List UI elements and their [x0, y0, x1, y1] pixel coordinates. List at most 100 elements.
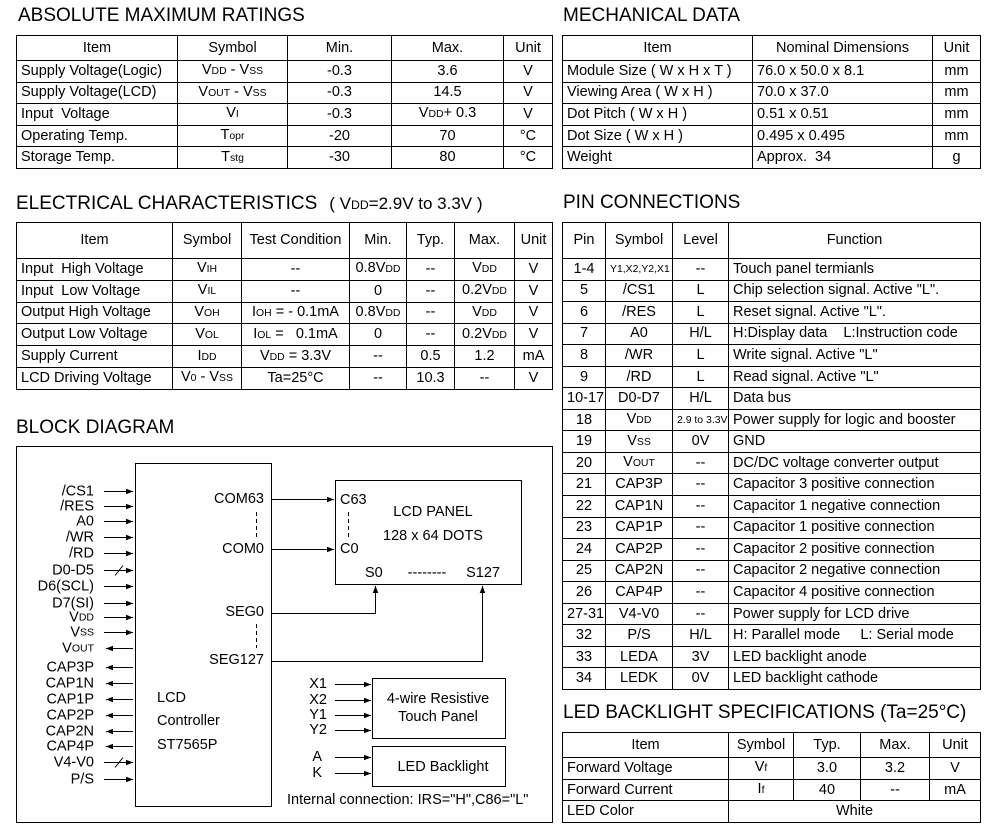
text: V — [194, 303, 204, 320]
subscript: SS — [252, 87, 267, 99]
pin-label: /RD — [69, 545, 94, 561]
text: V — [201, 62, 212, 79]
text: V — [195, 325, 205, 342]
table-cell: 10-17 — [562, 387, 606, 410]
table-row: Viewing Area ( W x H ) 70.0 x 37.0 mm — [562, 81, 981, 105]
table-row: Supply Voltage(LCD) VOUT - VSS -0.3 14.5 V — [16, 81, 553, 105]
table-cell: Power supply for logic and booster — [728, 408, 981, 432]
subscript: DD — [481, 264, 497, 276]
table-cell: -- — [406, 301, 455, 325]
table-row: LED Color White — [562, 800, 981, 824]
table-cell: /RES — [605, 301, 673, 324]
table-cell: LED Color — [562, 800, 729, 824]
panel-input: C63 — [340, 492, 367, 508]
table-cell: LED backlight anode — [728, 645, 981, 669]
subscript: SS — [219, 373, 233, 385]
table-cell: V4-V0 — [605, 602, 673, 626]
text: = 0.1mA — [271, 325, 338, 342]
pin-label: CAP2P — [46, 707, 94, 723]
text: = 3.3V — [284, 347, 332, 364]
table-cell: IOH = - 0.1mA — [241, 301, 350, 325]
text: V — [226, 105, 236, 122]
output-label: SEG127 — [209, 652, 264, 668]
table-cell: 5 — [562, 279, 606, 303]
output-label: COM0 — [222, 541, 264, 557]
table-row: Output Low Voltage VOL IOL = 0.1mA 0 -- 0.2VD… — [16, 323, 553, 347]
table-cell: 0V — [672, 667, 729, 690]
table-cell: Output High Voltage — [16, 301, 173, 325]
header-row: Pin Symbol Level Function — [562, 222, 981, 259]
table-cell: VOL — [172, 323, 242, 347]
segment-label: S127 — [466, 565, 500, 581]
table-cell: /RD — [605, 365, 673, 389]
table-row: 6/RES L Reset signal. Active "L". — [562, 301, 981, 324]
subscript: DD — [636, 415, 652, 427]
table-cell: Capacitor 4 positive connection — [728, 581, 981, 604]
text: - V — [230, 83, 253, 100]
subscript: IH — [206, 264, 218, 276]
table-row: 8/WR L Write signal. Active "L" — [562, 344, 981, 367]
text: V — [754, 759, 765, 776]
table-cell: -- — [672, 451, 729, 475]
header-cell: Nominal Dimensions — [752, 35, 933, 61]
table-cell: 40 — [793, 778, 861, 802]
text: V — [62, 640, 72, 656]
subscript: OUT — [208, 87, 231, 99]
table-row: 27-31 V4-V0 -- Power supply for LCD drive — [562, 602, 981, 626]
section-title: MECHANICAL DATA — [563, 5, 741, 26]
table-cell: mm — [932, 103, 981, 126]
table-cell: 0.8VDD — [349, 258, 407, 281]
text: V — [197, 282, 208, 299]
table-cell: Read signal. Active "L" — [728, 365, 981, 389]
panel-size: 128 x 64 DOTS — [383, 528, 483, 544]
table-cell: IDD — [172, 345, 242, 368]
subscript: SS — [636, 436, 651, 448]
table-cell: Approx. 34 — [752, 146, 933, 169]
pin-label: CAP4P — [46, 738, 94, 754]
table-cell: CAP4P — [605, 581, 673, 604]
table-cell: D0-D7 — [605, 387, 673, 410]
subscript: OH — [204, 307, 220, 319]
table-cell: 70 — [391, 124, 504, 148]
section-title: PIN CONNECTIONS — [563, 192, 741, 213]
table-row: Input Low Voltage VIL -- 0 -- 0.2VDD V — [16, 279, 553, 303]
table-cell: Input High Voltage — [16, 258, 173, 281]
table-cell: Supply Voltage(Logic) — [16, 60, 178, 83]
controller-label: LCD — [157, 690, 186, 706]
pin-label: VDD — [69, 609, 94, 625]
controller-label: Controller — [157, 713, 220, 729]
pin-label: CAP2N — [46, 723, 94, 739]
table-cell: Data bus — [728, 387, 981, 410]
table-row: Module Size ( W x H x T ) 76.0 x 50.0 x 8… — [562, 60, 981, 83]
table-cell: -- — [672, 581, 729, 604]
table-row: Supply Current IDD VDD = 3.3V -- 0.5 1.2 mA — [16, 345, 553, 368]
table-cell: Reset signal. Active "L". — [728, 301, 981, 324]
table-cell: Forward Current — [562, 778, 729, 802]
table-row: Forward Voltage Vf 3.0 3.2 V — [562, 757, 981, 780]
text: V — [70, 624, 80, 640]
text: V — [627, 432, 637, 449]
header-cell: Test Condition — [241, 222, 350, 259]
table-cell: -- — [454, 366, 515, 390]
subscript: f — [764, 763, 768, 775]
touch-label: Touch Panel — [398, 709, 478, 725]
table-row: 5/CS1 L Chip selection signal. Active "L". — [562, 279, 981, 303]
table-row: Forward Current If 40 -- mA — [562, 778, 981, 802]
text: = - 0.1mA — [271, 303, 339, 320]
table-cell: V — [514, 366, 553, 390]
header-cell: Symbol — [605, 222, 673, 259]
text: V — [626, 411, 637, 428]
table-cell: Capacitor 1 positive connection — [728, 516, 981, 540]
table-cell: 3V — [672, 645, 729, 669]
subscript: opr — [229, 131, 245, 143]
table-cell: -- — [241, 258, 350, 281]
table-cell: 1-4 — [562, 258, 606, 281]
table-cell: Output Low Voltage — [16, 323, 173, 347]
text: V — [418, 105, 429, 122]
table-cell: VDD — [454, 258, 515, 281]
table-row: Weight Approx. 34 g — [562, 146, 981, 169]
table-cell: CAP3P — [605, 473, 673, 497]
table-cell: mm — [932, 81, 981, 105]
header-cell: Item — [562, 35, 753, 61]
pin-label: /RES — [60, 498, 94, 514]
